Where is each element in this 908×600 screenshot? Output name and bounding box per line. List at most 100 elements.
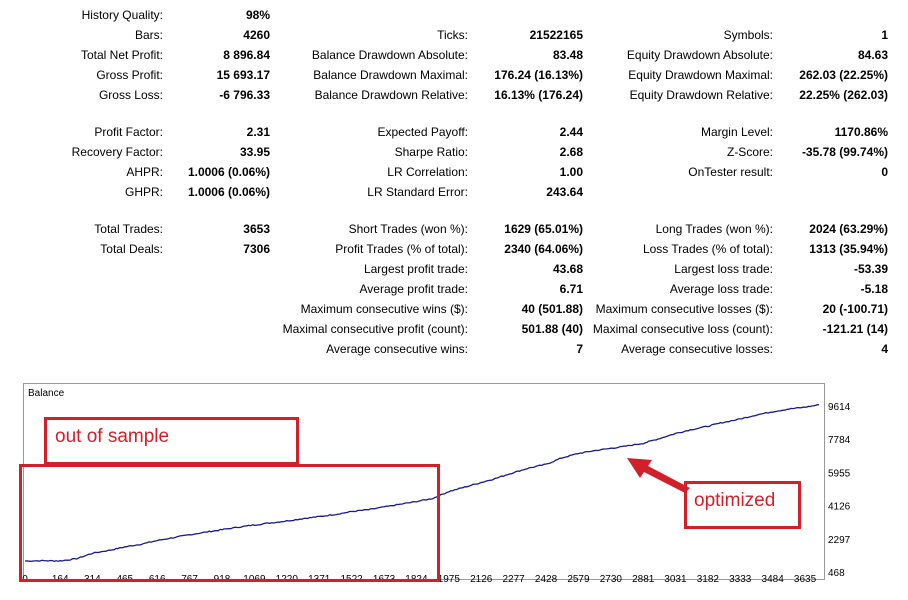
col2-stat-value: 2.68	[559, 145, 583, 159]
col1-stat-label: GHPR:	[124, 185, 163, 199]
col1-stat-value: 2.31	[246, 125, 270, 139]
col3-stat-value: 84.63	[857, 48, 888, 62]
x-tick-label: 2730	[600, 574, 623, 585]
col3-stat-label: Loss Trades (% of total):	[642, 242, 773, 256]
col3-stat-value: 1313 (35.94%)	[809, 242, 888, 256]
col3-stat-label: Z-Score:	[726, 145, 773, 159]
col1-stat-label: Gross Loss:	[98, 88, 163, 102]
col2-stat-label: Expected Payoff:	[377, 125, 468, 139]
col2-stat-value: 1629 (65.01%)	[504, 222, 583, 236]
col3-stat-value: -35.78 (99.74%)	[801, 145, 888, 159]
col2-stat-value: 243.64	[546, 185, 583, 199]
col3-stat-label: Equity Drawdown Relative:	[629, 88, 773, 102]
col2-stat-label: Short Trades (won %):	[348, 222, 468, 236]
col3-stat-value: -121.21 (14)	[822, 322, 888, 336]
optimized-label-box	[684, 481, 801, 529]
col1-stat-label: History Quality:	[81, 8, 163, 22]
col1-stat-label: Profit Factor:	[94, 125, 163, 139]
out-of-sample-label-box	[44, 417, 299, 465]
col3-stat-value: 1	[881, 28, 888, 42]
x-tick-label: 3031	[664, 574, 687, 585]
col1-stat-label: AHPR:	[126, 165, 163, 179]
col3-stat-value: -5.18	[860, 282, 888, 296]
col1-stat-label: Total Deals:	[100, 242, 163, 256]
col3-stat-value: 4	[881, 342, 888, 356]
y-tick-label: 468	[828, 568, 845, 579]
col2-stat-value: 176.24 (16.13%)	[494, 68, 583, 82]
col1-stat-value: 8 896.84	[223, 48, 270, 62]
col2-stat-value: 1.00	[559, 165, 583, 179]
col3-stat-value: 0	[881, 165, 888, 179]
col3-stat-label: OnTester result:	[688, 165, 773, 179]
col3-stat-value: 22.25% (262.03)	[799, 88, 888, 102]
col2-stat-label: Average consecutive wins:	[326, 342, 468, 356]
col2-stat-label: LR Correlation:	[387, 165, 468, 179]
x-tick-label: 2881	[632, 574, 655, 585]
col3-stat-label: Largest loss trade:	[674, 262, 773, 276]
col3-stat-label: Average loss trade:	[669, 282, 773, 296]
col2-stat-label: Balance Drawdown Relative:	[314, 88, 468, 102]
col2-stat-value: 6.71	[559, 282, 583, 296]
col1-stat-value: -6 796.33	[219, 88, 270, 102]
col1-stat-label: Total Trades:	[94, 222, 163, 236]
x-tick-label: 3484	[762, 574, 785, 585]
col2-stat-value: 40 (501.88)	[521, 302, 583, 316]
col3-stat-label: Maximal consecutive loss (count):	[592, 322, 773, 336]
x-tick-label: 2579	[567, 574, 590, 585]
x-tick-label: 1975	[438, 574, 461, 585]
col3-stat-label: Margin Level:	[700, 125, 773, 139]
col3-stat-label: Equity Drawdown Absolute:	[626, 48, 773, 62]
col3-stat-value: 20 (-100.71)	[822, 302, 888, 316]
col2-stat-label: Profit Trades (% of total):	[335, 242, 468, 256]
optimized-label: optimized	[694, 490, 776, 511]
col2-stat-value: 2340 (64.06%)	[504, 242, 583, 256]
col3-stat-value: 262.03 (22.25%)	[799, 68, 888, 82]
col1-stat-label: Gross Profit:	[96, 68, 163, 82]
y-tick-label: 4126	[828, 502, 851, 513]
col2-stat-value: 16.13% (176.24)	[494, 88, 583, 102]
col3-stat-value: 2024 (63.29%)	[809, 222, 888, 236]
x-tick-label: 2277	[503, 574, 526, 585]
col2-stat-value: 501.88 (40)	[521, 322, 583, 336]
y-tick-label: 2297	[828, 535, 851, 546]
col2-stat-value: 21522165	[529, 28, 583, 42]
col1-stat-label: Recovery Factor:	[71, 145, 163, 159]
col2-stat-value: 7	[576, 342, 583, 356]
col2-stat-value: 43.68	[552, 262, 583, 276]
col3-stat-label: Symbols:	[723, 28, 773, 42]
optimized-arrow-icon	[627, 458, 690, 493]
col2-stat-label: Sharpe Ratio:	[394, 145, 468, 159]
col2-stat-value: 2.44	[559, 125, 583, 139]
col1-stat-label: Total Net Profit:	[80, 48, 163, 62]
out-of-sample-label: out of sample	[55, 426, 170, 447]
x-tick-label: 3635	[794, 574, 817, 585]
balance-line	[24, 404, 820, 562]
col2-stat-label: Ticks:	[437, 28, 468, 42]
col1-stat-value: 4260	[243, 28, 270, 42]
y-tick-label: 7784	[828, 435, 851, 446]
col3-stat-value: -53.39	[853, 262, 888, 276]
col3-stat-label: Average consecutive losses:	[621, 342, 773, 356]
col2-stat-label: Maximum consecutive wins ($):	[300, 302, 468, 316]
col2-stat-label: Balance Drawdown Maximal:	[313, 68, 468, 82]
col2-stat-label: Maximal consecutive profit (count):	[282, 322, 468, 336]
col1-stat-value: 98%	[245, 8, 270, 22]
col1-stat-value: 33.95	[239, 145, 270, 159]
x-tick-label: 2126	[470, 574, 493, 585]
col1-stat-value: 7306	[243, 242, 270, 256]
col2-stat-label: Largest profit trade:	[363, 262, 468, 276]
col2-stat-value: 83.48	[552, 48, 583, 62]
col1-stat-value: 1.0006 (0.06%)	[187, 165, 270, 179]
col2-stat-label: Average profit trade:	[359, 282, 468, 296]
chart-title: Balance	[28, 388, 65, 399]
col3-stat-value: 1170.86%	[834, 125, 888, 139]
out-of-sample-region-box	[19, 464, 440, 582]
col1-stat-label: Bars:	[134, 28, 163, 42]
y-tick-label: 5955	[828, 468, 851, 479]
col2-stat-label: Balance Drawdown Absolute:	[311, 48, 468, 62]
x-tick-label: 3182	[697, 574, 720, 585]
col1-stat-value: 3653	[243, 222, 270, 236]
col3-stat-label: Equity Drawdown Maximal:	[628, 68, 773, 82]
col3-stat-label: Maximum consecutive losses ($):	[595, 302, 773, 316]
col1-stat-value: 15 693.17	[216, 68, 270, 82]
